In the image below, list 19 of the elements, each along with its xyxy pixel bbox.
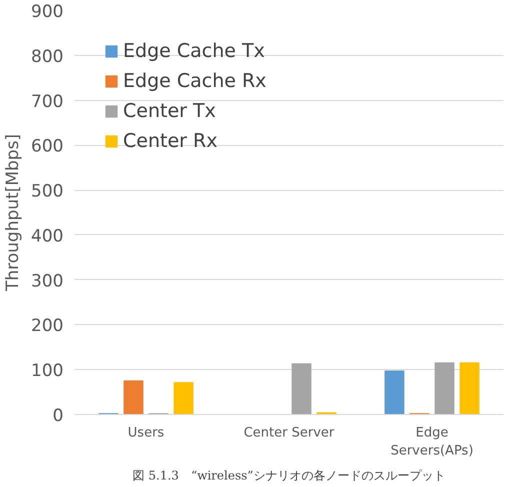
legend-label: Edge Cache Tx (123, 40, 265, 62)
legend-label: Center Tx (123, 100, 216, 122)
y-tick-label: 800 (31, 46, 64, 67)
y-tick-label: 300 (31, 271, 64, 292)
y-tick-label: 0 (52, 406, 64, 426)
y-tick-label: 900 (31, 2, 64, 22)
y-tick-label: 600 (31, 136, 64, 157)
x-tick-label: Users (128, 426, 164, 440)
y-axis-title: Throughput[Mbps] (3, 134, 24, 292)
y-tick-label: 200 (31, 316, 64, 336)
x-tick-label: Center Server (244, 426, 335, 440)
legend-label: Edge Cache Rx (123, 70, 266, 92)
y-tick-label: 500 (31, 182, 64, 202)
y-tick-label: 400 (31, 226, 64, 246)
y-tick-label: 100 (31, 361, 64, 382)
caption: 図 5.1.3 “wireless”シナリオの各ノードのスループット (132, 468, 446, 482)
x-tick-label: Edge Servers(APs) (390, 426, 474, 458)
legend-label: Center Rx (123, 130, 218, 152)
y-tick-label: 700 (31, 92, 64, 112)
